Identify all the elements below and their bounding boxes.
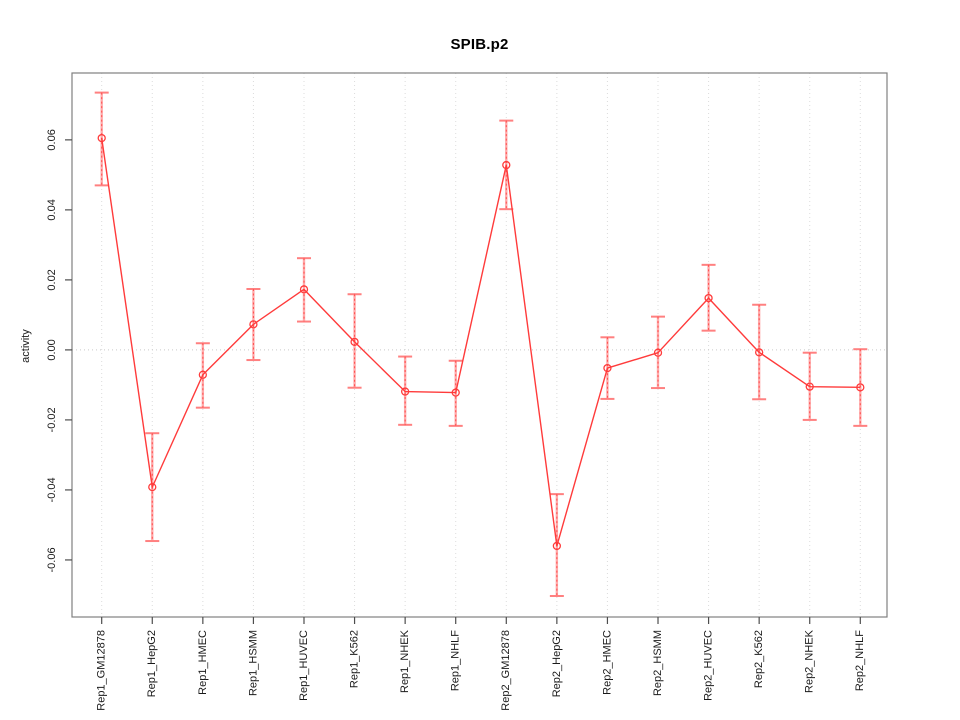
x-tick-label: Rep2_K562 bbox=[753, 630, 765, 688]
data-point-circle bbox=[148, 482, 157, 492]
data-point-circle bbox=[350, 337, 359, 346]
x-tick-label: Rep1_HepG2 bbox=[146, 630, 158, 697]
x-tick-label: Rep2_GM12878 bbox=[500, 630, 512, 711]
y-tick-label: 0.06 bbox=[46, 129, 58, 150]
x-tick-label: Rep2_NHEK bbox=[804, 629, 816, 693]
x-tick-label: Rep1_GM12878 bbox=[96, 630, 108, 711]
x-tick-label: Rep2_HepG2 bbox=[551, 630, 563, 697]
x-tick-label: Rep1_HSMM bbox=[247, 630, 259, 696]
data-point-circle bbox=[704, 293, 713, 303]
x-tick-label: Rep1_K562 bbox=[348, 630, 360, 688]
data-point-circle bbox=[97, 133, 106, 143]
data-point-circle bbox=[603, 363, 612, 373]
data-point-circle bbox=[653, 348, 663, 357]
x-tick-label: Rep1_NHLF bbox=[450, 630, 462, 691]
data-point-circle bbox=[400, 387, 410, 396]
data-point-circle bbox=[299, 285, 309, 294]
y-tick-label: -0.06 bbox=[46, 547, 58, 572]
y-tick-label: -0.02 bbox=[46, 407, 58, 432]
x-tick-label: Rep2_HMEC bbox=[601, 630, 613, 695]
y-tick-label: 0.04 bbox=[46, 199, 58, 220]
y-tick-label: -0.04 bbox=[46, 477, 58, 502]
plot-border bbox=[71, 72, 888, 618]
data-point-circle bbox=[552, 541, 562, 551]
x-tick-label: Rep2_NHLF bbox=[854, 630, 866, 691]
x-tick-label: Rep1_HMEC bbox=[197, 630, 209, 695]
data-point-circle bbox=[755, 348, 764, 357]
x-tick-label: Rep2_HUVEC bbox=[702, 630, 714, 701]
data-point-circle bbox=[856, 383, 865, 392]
data-point-circle bbox=[502, 160, 511, 170]
data-point-circle bbox=[805, 382, 814, 391]
data-point-circle bbox=[198, 370, 207, 379]
x-tick-label: Rep1_NHEK bbox=[399, 629, 411, 693]
x-tick-label: Rep1_HUVEC bbox=[298, 630, 310, 701]
y-tick-label: 0.00 bbox=[46, 339, 58, 360]
data-point-circle bbox=[451, 388, 460, 397]
x-tick-label: Rep2_HSMM bbox=[652, 630, 664, 696]
data-point-circle bbox=[249, 320, 258, 329]
y-tick-label: 0.02 bbox=[46, 269, 58, 290]
chart-title: SPIB.p2 bbox=[450, 36, 509, 53]
data-line bbox=[101, 138, 861, 547]
